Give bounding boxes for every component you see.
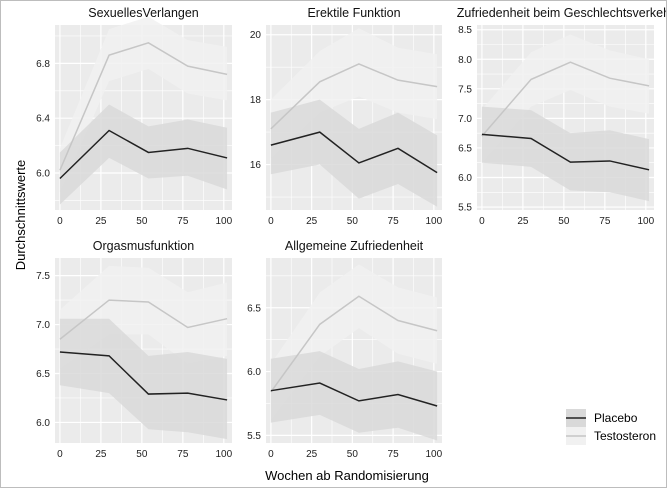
y-axis-title: Durchschnittswerte xyxy=(13,160,28,271)
x-tick-label: 50 xyxy=(347,449,359,460)
x-tick-label: 100 xyxy=(215,216,232,227)
panel-title: Allgemeine Zufriedenheit xyxy=(285,239,424,253)
x-tick-label: 50 xyxy=(347,216,359,227)
legend-label-placebo: Placebo xyxy=(594,411,638,425)
x-tick-label: 0 xyxy=(57,449,63,460)
series-line-testosteron xyxy=(59,299,228,340)
y-tick-label: 5.5 xyxy=(247,431,261,442)
x-tick-label: 75 xyxy=(388,216,400,227)
series-line-testosteron xyxy=(481,61,650,137)
y-tick-label: 7.5 xyxy=(458,84,472,95)
panel-4: Allgemeine Zufriedenheit 0 25 50 75 100 5.5 6.0… xyxy=(247,239,443,460)
y-tick-label: 20 xyxy=(250,30,262,41)
series-line-placebo xyxy=(270,382,438,407)
y-tick-label: 18 xyxy=(250,95,262,106)
series-line-placebo xyxy=(59,351,228,401)
y-tick-label: 7.0 xyxy=(36,320,50,331)
x-tick-label: 100 xyxy=(637,216,654,227)
x-tick-label: 50 xyxy=(558,216,570,227)
x-tick-label: 100 xyxy=(426,216,443,227)
x-tick-label: 25 xyxy=(517,216,529,227)
ci-band-placebo xyxy=(270,351,438,441)
x-tick-label: 100 xyxy=(426,449,443,460)
x-tick-label: 0 xyxy=(268,449,274,460)
x-tick-label: 100 xyxy=(215,449,232,460)
panel-title: Zufriedenheit beim Geschlechtsverkehr xyxy=(457,6,666,20)
y-tick-label: 6.5 xyxy=(458,143,472,154)
y-tick-label: 5.5 xyxy=(458,203,472,214)
y-tick-label: 7.0 xyxy=(458,114,472,125)
y-tick-label: 6.8 xyxy=(36,59,50,70)
y-tick-label: 8.5 xyxy=(458,25,472,36)
y-tick-label: 8.0 xyxy=(458,55,472,66)
panel-2: Zufriedenheit beim Geschlechtsverkehr 0 25… xyxy=(457,6,667,227)
series-line-placebo xyxy=(481,133,650,171)
y-tick-label: 6.5 xyxy=(247,303,261,314)
series-line-testosteron xyxy=(270,63,438,130)
x-tick-label: 25 xyxy=(306,216,318,227)
y-tick-label: 6.0 xyxy=(36,418,50,429)
x-tick-label: 75 xyxy=(388,449,400,460)
ci-band-testosteron xyxy=(481,34,650,163)
panel-1: Erektile Funktion 0 25 50 75 100 16 18 20 xyxy=(250,6,443,227)
x-tick-label: 25 xyxy=(95,216,107,227)
y-tick-label: 6.0 xyxy=(247,367,261,378)
series-line-placebo xyxy=(270,131,438,174)
ci-band-placebo xyxy=(270,99,438,207)
series-line-placebo xyxy=(59,129,228,180)
series-line-testosteron xyxy=(270,295,438,393)
x-tick-label: 0 xyxy=(479,216,485,227)
ci-band-testosteron xyxy=(59,265,228,369)
ci-band-placebo xyxy=(59,318,228,440)
x-tick-label: 75 xyxy=(177,449,189,460)
ci-band-testosteron xyxy=(59,16,228,193)
panel-3: Orgasmusfunktion 0 25 50 75 100 6.0 6.5 7.0 7.5 xyxy=(36,239,232,460)
x-tick-label: 75 xyxy=(177,216,189,227)
y-tick-label: 16 xyxy=(250,160,262,171)
x-tick-label: 0 xyxy=(57,216,63,227)
ci-band-placebo xyxy=(481,106,650,202)
x-tick-label: 25 xyxy=(306,449,318,460)
panel-0: SexuellesVerlangen 0 25 50 75 100 6.0 6.4 6.8 xyxy=(36,6,232,227)
x-tick-label: 0 xyxy=(268,216,274,227)
ci-band-placebo xyxy=(59,104,228,205)
legend: Placebo Testosteron xyxy=(566,409,656,445)
y-tick-label: 6.0 xyxy=(458,173,472,184)
ci-band-testosteron xyxy=(270,264,438,421)
y-tick-label: 7.5 xyxy=(36,271,50,282)
y-tick-label: 6.0 xyxy=(36,169,50,180)
legend-label-testosteron: Testosteron xyxy=(594,429,656,443)
panel-title: SexuellesVerlangen xyxy=(88,6,199,20)
x-tick-label: 75 xyxy=(599,216,611,227)
ci-band-testosteron xyxy=(270,28,438,159)
x-tick-label: 50 xyxy=(136,449,148,460)
y-tick-label: 6.4 xyxy=(36,114,50,125)
panel-title: Orgasmusfunktion xyxy=(93,239,194,253)
x-tick-label: 50 xyxy=(136,216,148,227)
y-tick-label: 6.5 xyxy=(36,369,50,380)
x-tick-label: 25 xyxy=(95,449,107,460)
x-axis-title: Wochen ab Randomisierung xyxy=(265,468,429,483)
series-line-testosteron xyxy=(59,41,228,171)
panel-title: Erektile Funktion xyxy=(307,6,400,20)
